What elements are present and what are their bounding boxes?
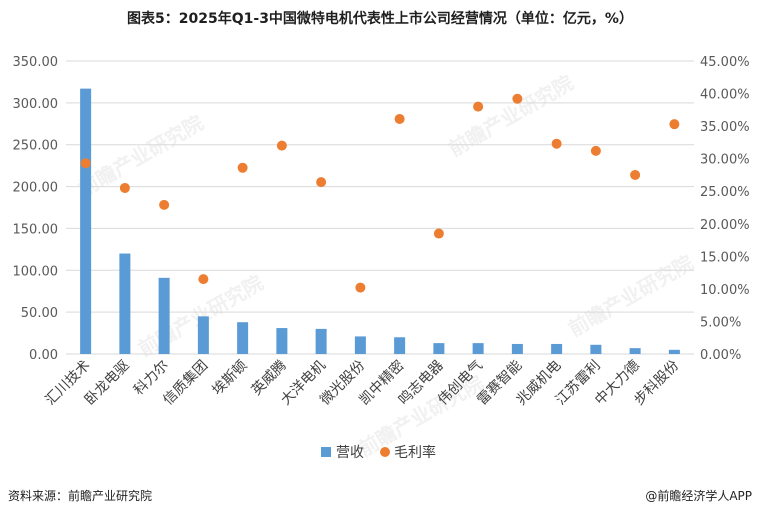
bar [119, 253, 131, 354]
bar [237, 322, 249, 354]
y-right-tick-label: 20.00% [700, 218, 750, 233]
gross-margin-point [394, 113, 405, 124]
gross-margin-point [159, 199, 170, 210]
y-right-tick-label: 10.00% [700, 283, 750, 298]
gross-margin-point [590, 145, 601, 156]
bar [276, 328, 288, 354]
gross-margin-point [198, 274, 209, 285]
gross-margin-point [237, 162, 248, 173]
gross-margin-point [355, 282, 366, 293]
y-left-tick-label: 350.00 [13, 55, 59, 70]
bar [511, 343, 523, 354]
legend-bar-swatch [321, 447, 331, 457]
y-right-tick-label: 25.00% [700, 185, 750, 200]
gross-margin-point [433, 228, 444, 239]
gross-margin-point [276, 140, 287, 151]
legend-dot-swatch [380, 447, 390, 457]
bar [590, 344, 602, 354]
y-right-tick-label: 40.00% [700, 88, 750, 103]
legend-label: 营收 [336, 445, 364, 461]
bar [197, 316, 209, 354]
y-left-tick-label: 0.00 [29, 348, 58, 363]
gross-margin-point [630, 169, 641, 180]
y-left-tick-label: 50.00 [21, 306, 58, 321]
y-right-tick-label: 15.00% [700, 250, 750, 265]
bar [394, 337, 406, 354]
y-right-tick-label: 35.00% [700, 120, 750, 135]
y-right-tick-label: 30.00% [700, 153, 750, 168]
y-left-tick-label: 100.00 [13, 264, 59, 279]
bar [629, 348, 641, 354]
gross-margin-point [80, 158, 91, 169]
bar [668, 349, 680, 354]
y-left-tick-label: 250.00 [13, 139, 59, 154]
y-right-tick-label: 0.00% [700, 348, 741, 363]
bar [433, 343, 445, 354]
source-note: 资料来源：前瞻产业研究院 [8, 489, 153, 503]
x-tick-label: 埃斯顿 [209, 358, 250, 399]
bar [354, 336, 366, 354]
y-right-tick-label: 5.00% [700, 315, 741, 330]
gross-margin-point [669, 119, 680, 130]
gross-margin-point [551, 138, 562, 149]
gross-margin-point [119, 182, 130, 193]
bar [158, 277, 170, 354]
bar [472, 343, 484, 354]
bar [551, 343, 563, 354]
gross-margin-point [512, 93, 523, 104]
y-left-tick-label: 150.00 [13, 222, 59, 237]
app-credit: @前瞻经济学人APP [645, 489, 752, 503]
chart-title: 图表5：2025年Q1-3中国微特电机代表性上市公司经营情况（单位：亿元，%） [127, 11, 633, 27]
y-left-tick-label: 300.00 [13, 97, 59, 112]
bar [80, 88, 92, 354]
bar [315, 328, 327, 354]
gross-margin-point [473, 101, 484, 112]
gross-margin-point [316, 177, 327, 188]
y-right-tick-label: 45.00% [700, 55, 750, 70]
y-left-tick-label: 200.00 [13, 181, 59, 196]
legend-label: 毛利率 [394, 444, 436, 461]
